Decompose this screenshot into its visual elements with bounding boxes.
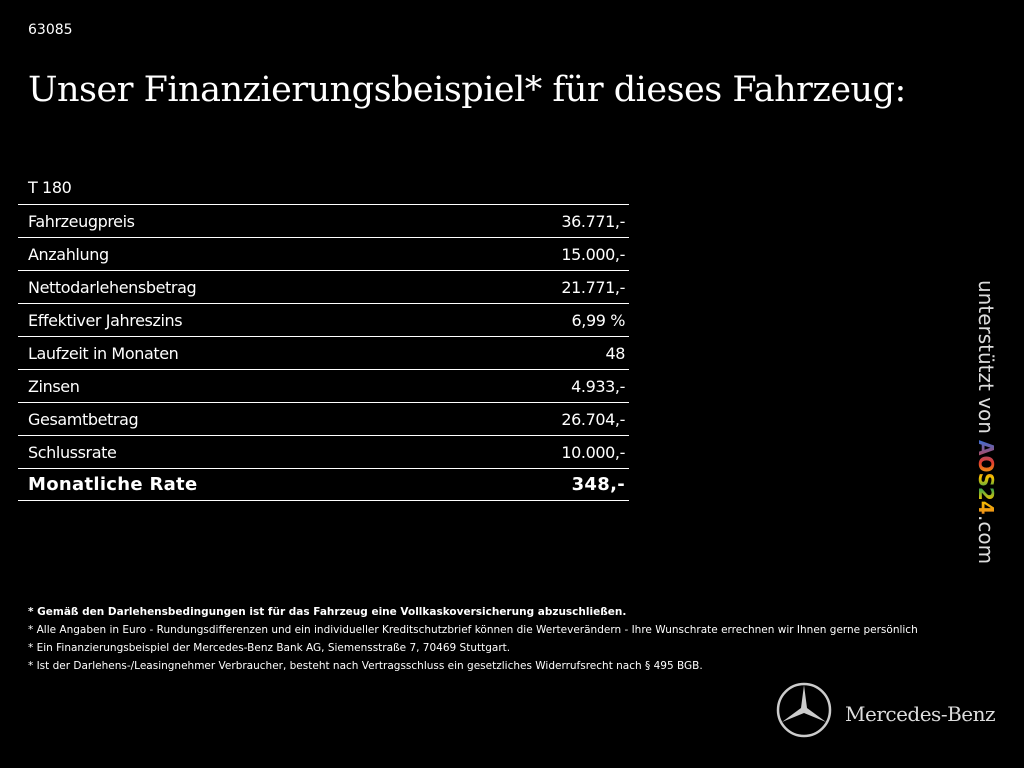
sidebar: unterstützt von AOS24.com bbox=[974, 280, 998, 564]
sidebar-suffix: .com bbox=[974, 515, 998, 565]
row-label: Fahrzeugpreis bbox=[28, 211, 135, 231]
row-value: 21.771,- bbox=[561, 277, 625, 297]
table-row: Zinsen 4.933,- bbox=[18, 369, 629, 402]
table-row: Monatliche Rate 348,- bbox=[18, 468, 629, 501]
footnotes: * Gemäß den Darlehensbedingungen ist für… bbox=[28, 603, 918, 675]
row-label: Zinsen bbox=[28, 376, 80, 396]
table-row: Fahrzeugpreis 36.771,- bbox=[18, 204, 629, 237]
footnote: * Ist der Darlehens-/Leasingnehmer Verbr… bbox=[28, 660, 703, 672]
table-row: Laufzeit in Monaten 48 bbox=[18, 336, 629, 369]
footnote: * Ein Finanzierungsbeispiel der Mercedes… bbox=[28, 642, 511, 654]
table-caption: T 180 bbox=[18, 171, 629, 204]
table-row: Nettodarlehensbetrag 21.771,- bbox=[18, 270, 629, 303]
row-value: 10.000,- bbox=[561, 442, 625, 462]
logo-star bbox=[776, 682, 832, 738]
row-label: Nettodarlehensbetrag bbox=[28, 277, 197, 297]
row-value: 48 bbox=[605, 343, 625, 363]
finance-table: T 180 Fahrzeugpreis 36.771,- Anzahlung 15.0… bbox=[18, 171, 629, 501]
row-value: 26.704,- bbox=[561, 409, 625, 429]
row-label: Effektiver Jahreszins bbox=[28, 310, 183, 330]
title: Unser Finanzierungsbeispiel* für dieses … bbox=[28, 70, 906, 110]
row-value: 4.933,- bbox=[571, 376, 625, 396]
sidebar-prefix: unterstützt von bbox=[974, 280, 998, 434]
row-value: 6,99 % bbox=[571, 310, 625, 330]
row-value: 348,- bbox=[571, 474, 625, 495]
row-label: Laufzeit in Monaten bbox=[28, 343, 179, 363]
footnote: * Gemäß den Darlehensbedingungen ist für… bbox=[28, 606, 627, 618]
row-label: Schlussrate bbox=[28, 442, 117, 462]
table-row: Anzahlung 15.000,- bbox=[18, 237, 629, 270]
row-label: Monatliche Rate bbox=[28, 474, 198, 495]
vehicle-id: 63085 bbox=[28, 22, 73, 38]
logo-text: Mercedes-Benz bbox=[845, 702, 996, 726]
footnote: * Alle Angaben in Euro - Rundungsdiffere… bbox=[28, 624, 918, 636]
sidebar-brand: AOS24 bbox=[974, 440, 998, 516]
caption: T 180 bbox=[28, 178, 72, 197]
table-row: Schlussrate 10.000,- bbox=[18, 435, 629, 468]
row-value: 15.000,- bbox=[561, 244, 625, 264]
row-value: 36.771,- bbox=[561, 211, 625, 231]
table-row: Gesamtbetrag 26.704,- bbox=[18, 402, 629, 435]
table-row: Effektiver Jahreszins 6,99 % bbox=[18, 303, 629, 336]
row-label: Gesamtbetrag bbox=[28, 409, 139, 429]
row-label: Anzahlung bbox=[28, 244, 109, 264]
